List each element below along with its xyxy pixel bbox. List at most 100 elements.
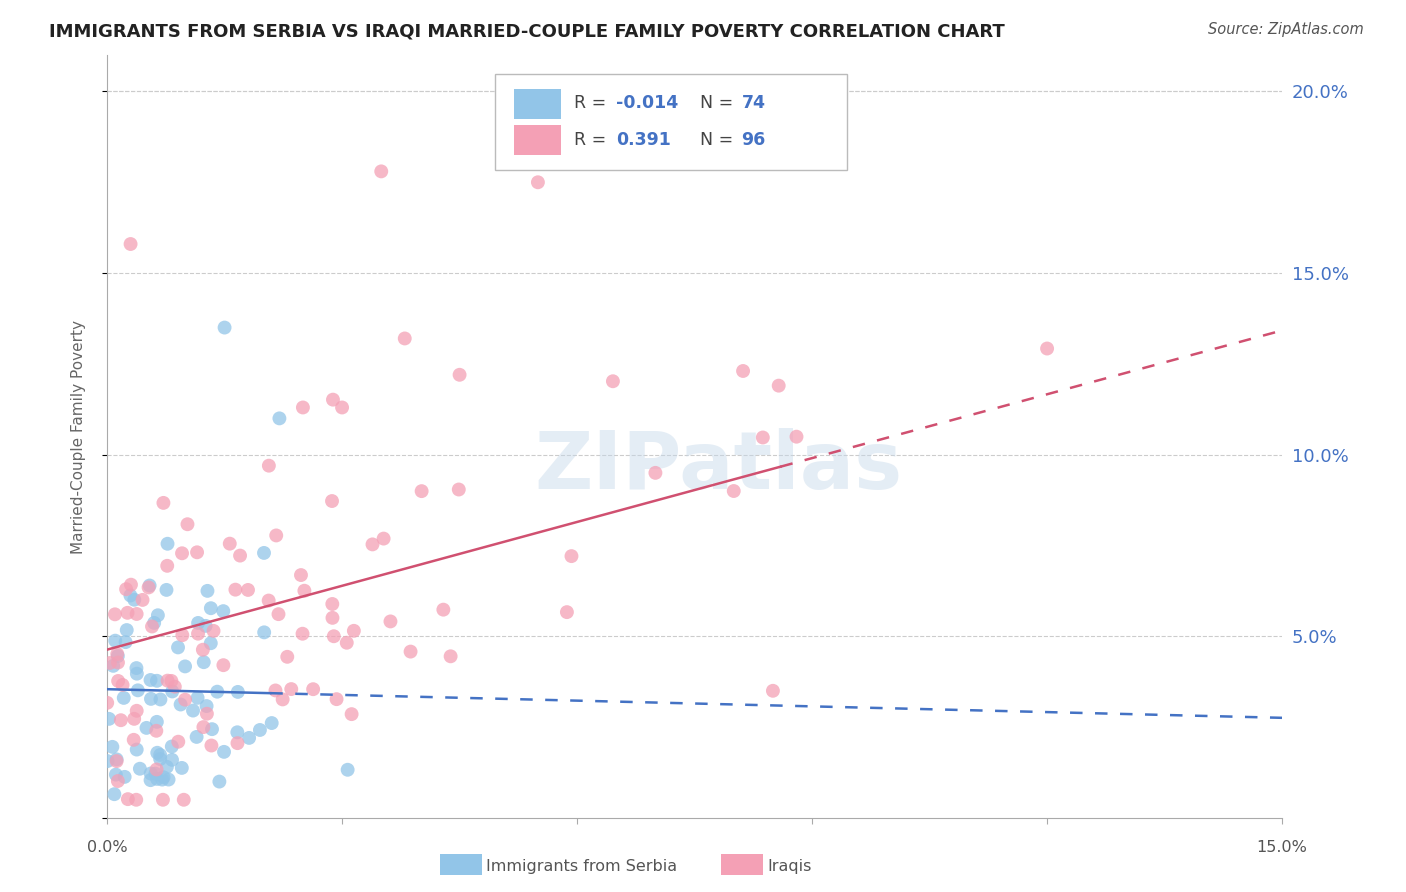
Point <box>194 619 217 633</box>
Text: -0.014: -0.014 <box>616 95 678 112</box>
Point <box>138 578 160 592</box>
Point <box>302 682 325 697</box>
Point <box>112 690 135 705</box>
Text: 0.0%: 0.0% <box>87 840 128 855</box>
Point <box>644 466 666 480</box>
Point <box>361 537 384 551</box>
Point <box>527 175 550 189</box>
Point <box>120 589 142 603</box>
Point <box>146 673 169 688</box>
Point <box>104 633 127 648</box>
Point <box>269 411 291 425</box>
Point <box>105 647 128 661</box>
Point <box>290 568 312 582</box>
Point <box>212 745 235 759</box>
Point <box>152 793 174 807</box>
Point <box>155 582 177 597</box>
Point <box>291 626 314 640</box>
Text: 0.391: 0.391 <box>616 131 671 149</box>
Point <box>226 725 249 739</box>
Point <box>195 699 218 714</box>
Text: IMMIGRANTS FROM SERBIA VS IRAQI MARRIED-COUPLE FAMILY POVERTY CORRELATION CHART: IMMIGRANTS FROM SERBIA VS IRAQI MARRIED-… <box>49 22 1005 40</box>
Point <box>145 723 167 738</box>
Point <box>152 496 174 510</box>
FancyBboxPatch shape <box>495 74 848 169</box>
Point <box>98 656 121 670</box>
Point <box>555 605 578 619</box>
Point <box>103 787 125 801</box>
Point <box>202 624 225 638</box>
Point <box>321 597 343 611</box>
Point <box>186 545 208 559</box>
Point <box>373 532 395 546</box>
Point <box>124 592 146 607</box>
Point <box>139 766 162 780</box>
Point <box>207 684 229 698</box>
Point <box>214 320 236 334</box>
Point <box>156 558 179 573</box>
Text: 96: 96 <box>741 131 766 149</box>
Point <box>432 602 454 616</box>
Point <box>139 673 162 687</box>
Point <box>105 752 128 766</box>
Point <box>107 673 129 688</box>
Point <box>200 636 222 650</box>
Point <box>125 793 148 807</box>
Point <box>447 483 470 497</box>
Point <box>253 546 276 560</box>
Point <box>723 483 745 498</box>
Point <box>127 683 149 698</box>
Point <box>257 593 280 607</box>
Point <box>107 774 129 789</box>
Point <box>330 401 353 415</box>
Point <box>101 739 124 754</box>
Point <box>439 649 461 664</box>
Point <box>169 698 191 712</box>
Point <box>105 754 128 768</box>
Point <box>212 658 235 673</box>
Text: N =: N = <box>700 131 740 149</box>
Point <box>157 772 180 787</box>
Point <box>149 692 172 706</box>
Point <box>394 331 416 345</box>
Point <box>174 692 197 706</box>
FancyBboxPatch shape <box>513 125 561 155</box>
Point <box>125 704 148 718</box>
Point <box>150 772 173 787</box>
Point <box>321 494 343 508</box>
Point <box>122 732 145 747</box>
Text: Immigrants from Serbia: Immigrants from Serbia <box>486 860 678 874</box>
Point <box>195 706 218 721</box>
Point <box>257 458 280 473</box>
Point <box>238 731 260 745</box>
Point <box>226 685 249 699</box>
Point <box>768 378 790 392</box>
Point <box>156 673 179 688</box>
Point <box>156 537 179 551</box>
Point <box>200 601 222 615</box>
Y-axis label: Married-Couple Family Poverty: Married-Couple Family Poverty <box>72 319 86 554</box>
Point <box>280 682 302 697</box>
Text: 15.0%: 15.0% <box>1257 840 1308 855</box>
Point <box>117 606 139 620</box>
Point <box>139 773 162 788</box>
Point <box>170 546 193 560</box>
Point <box>321 611 343 625</box>
Point <box>117 792 139 806</box>
Point <box>260 716 283 731</box>
Point <box>160 753 183 767</box>
Point <box>322 392 344 407</box>
Point <box>271 692 294 706</box>
Point <box>103 658 125 673</box>
Point <box>200 739 222 753</box>
Text: 74: 74 <box>741 95 766 112</box>
Point <box>107 656 129 670</box>
Point <box>125 742 148 756</box>
Point <box>107 648 129 663</box>
Point <box>174 659 197 673</box>
Point <box>370 164 392 178</box>
Point <box>125 607 148 621</box>
Point <box>325 692 347 706</box>
Point <box>186 730 208 744</box>
Point <box>135 721 157 735</box>
